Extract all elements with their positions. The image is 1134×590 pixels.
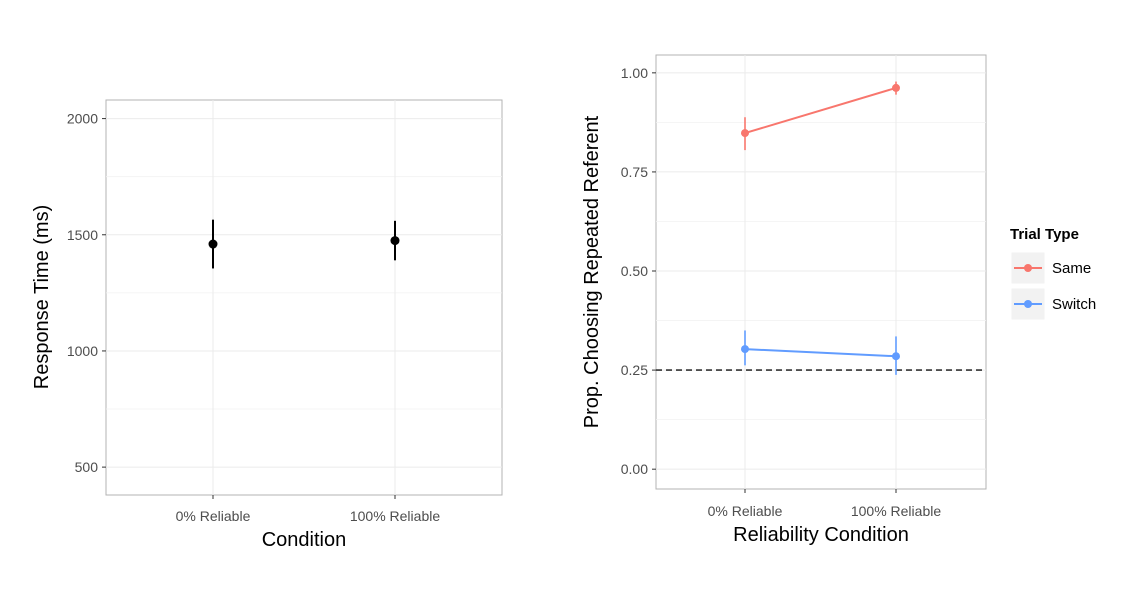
left-plot-area xyxy=(105,99,503,496)
left-x-axis-title: Condition xyxy=(262,529,347,551)
left-data-marks xyxy=(208,219,400,269)
x-tick-label: 0% Reliable xyxy=(176,508,251,524)
data-point xyxy=(892,83,900,92)
response-time-chart: 500 1000 1500 2000 0% Reliable 100% Reliable… xyxy=(31,99,503,551)
right-data-marks xyxy=(741,81,900,375)
legend-item: Same xyxy=(1010,251,1091,285)
right-plot-area xyxy=(655,54,987,490)
y-tick-label: 0.75 xyxy=(621,164,648,180)
right-y-axis-title: Prop. Choosing Repeated Referent xyxy=(581,115,603,428)
left-x-ticks: 0% Reliable 100% Reliable xyxy=(176,495,440,524)
legend-items: Same Switch xyxy=(1010,251,1096,321)
legend-label: Same xyxy=(1052,260,1091,277)
y-tick-label: 0.00 xyxy=(621,461,648,477)
y-tick-label: 1500 xyxy=(67,227,98,243)
data-point xyxy=(390,236,400,246)
left-y-ticks: 500 1000 1500 2000 xyxy=(67,111,106,475)
legend: Trial Type Same Switch xyxy=(1010,226,1096,321)
legend-label: Switch xyxy=(1052,296,1096,313)
legend-key-point xyxy=(1024,264,1032,272)
y-tick-label: 0.50 xyxy=(621,263,648,279)
series-line xyxy=(744,348,897,358)
data-point xyxy=(208,239,218,249)
legend-title: Trial Type xyxy=(1010,226,1079,243)
y-tick-label: 500 xyxy=(75,459,99,475)
x-tick-label: 100% Reliable xyxy=(851,503,941,519)
x-tick-label: 100% Reliable xyxy=(350,508,440,524)
left-y-axis-title: Response Time (ms) xyxy=(31,205,53,390)
proportion-chart: 0.00 0.25 0.50 0.75 1.00 0% Reliable 100% Rel… xyxy=(581,54,1096,546)
data-point xyxy=(892,352,900,361)
legend-item: Switch xyxy=(1010,287,1096,321)
legend-key-point xyxy=(1024,300,1032,308)
y-tick-label: 1000 xyxy=(67,343,98,359)
y-tick-label: 1.00 xyxy=(621,65,648,81)
right-y-ticks: 0.00 0.25 0.50 0.75 1.00 xyxy=(621,65,656,477)
data-point xyxy=(741,129,749,138)
y-tick-label: 2000 xyxy=(67,111,98,127)
x-tick-label: 0% Reliable xyxy=(708,503,783,519)
y-tick-label: 0.25 xyxy=(621,362,648,378)
left-gridlines xyxy=(106,100,502,495)
right-x-axis-title: Reliability Condition xyxy=(733,524,909,546)
series-line xyxy=(744,86,897,135)
data-point xyxy=(741,345,749,354)
right-x-ticks: 0% Reliable 100% Reliable xyxy=(708,489,941,519)
